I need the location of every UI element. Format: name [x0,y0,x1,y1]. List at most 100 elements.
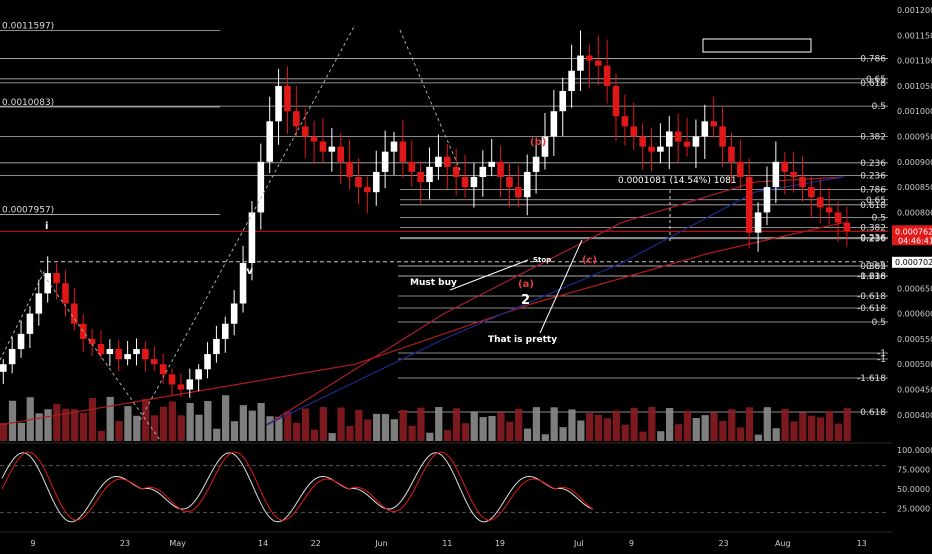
volume-bar [248,410,256,441]
volume-bar [612,410,620,441]
volume-bar [44,409,52,441]
volume-bar [97,430,105,441]
volume-bar [834,423,842,441]
volume-bar [515,408,523,441]
candle-body [133,349,140,355]
volume-bar [586,413,594,441]
volume-bar [381,414,390,441]
candle-body [435,156,442,167]
volume-bar [799,412,807,441]
price-tick-label: 0.0005000 [897,360,932,369]
annotation-stop: Stop [533,256,551,264]
volume-bar [133,415,141,441]
volume-bar [115,421,123,441]
annotation-wave-2: 2 [521,293,530,308]
time-tick-label: 9 [629,539,634,548]
candle-body [266,121,273,162]
candle-body [461,176,469,188]
volume-bar [674,424,683,441]
volume-bar [843,408,851,441]
candle-body [719,126,726,147]
marked-level-badge [892,256,932,268]
candle-body [781,161,789,172]
stoch-tick-label: 75.0000 [897,466,930,475]
volume-bar [790,421,798,441]
volume-bar [337,407,345,441]
candle-body [381,151,389,172]
candle-body [452,166,460,177]
stoch-tick-label: 25.0000 [897,505,930,514]
candle-body [319,141,327,152]
candle-body [515,187,522,198]
time-tick-label: 13 [857,539,867,548]
volume-bar [506,421,514,441]
candle-body [603,65,611,86]
stochastic-panel: 100.0000 75.0000 50.0000 25.0000 [0,446,932,523]
volume-bar [293,422,301,441]
volume-bar [816,417,825,441]
volume-bar [781,408,789,441]
volume-bar [470,411,478,441]
fib-middle-label: 0.65 [866,196,886,206]
level-label: 0.0007957) [2,206,54,216]
volume-bar [479,417,487,441]
volume-bar [435,407,443,441]
candle-body [772,161,780,188]
candle-body [577,55,584,71]
volume-bar [825,411,834,441]
candle-body [44,273,51,294]
volume-bar [35,413,43,441]
candle-body [239,263,247,304]
time-tick-label: Jul [573,539,584,548]
volume-bar [808,415,816,441]
candle-body [541,136,549,157]
fib-lower-label: -1 [877,349,886,359]
price-tick-label: 0.0012000 [897,6,932,15]
fib-lower-label: -1 [877,355,886,365]
price-tick-label: 0.0004000 [897,411,932,420]
candle-body [310,136,318,142]
volume-bar [666,407,674,441]
fib-levels: 0.7860.650.6180.50.3820.2360.2360.7860.6… [0,55,888,418]
annotation-wave-c: (c) [582,255,597,266]
annotation-arrow [449,259,529,291]
volume-bar [728,409,736,441]
candle-body [328,146,336,152]
last-price-badge [892,225,932,246]
fib-lower-label: -1.618 [857,374,886,384]
fib-upper-label: 0.5 [872,102,886,112]
annotation-must-buy: Must buy [410,278,457,288]
volume-bar [53,403,61,441]
time-tick-label: 23 [718,539,728,548]
candle-body [710,121,717,127]
candle-body [559,90,567,112]
candle-body [204,354,211,370]
price-tick-label: 0.0010500 [897,82,932,91]
time-tick-label: Aug [775,539,791,548]
candle-body [594,60,602,66]
candle-body [257,161,265,213]
candle-body [337,146,345,162]
volume-bar [523,428,532,441]
candle-body [825,207,833,213]
candle-body [586,55,593,61]
candle-body [692,136,700,147]
candle-body [275,85,282,122]
volume-bar [168,401,176,441]
candle-body [372,171,380,193]
volume-bar [559,427,567,441]
volume-bar [532,407,541,441]
volume-bar [0,423,8,441]
volume-bar [204,401,212,441]
time-tick-label: 23 [120,539,130,548]
volume-bar [328,433,336,441]
candle-body [523,171,531,198]
volume-bar [71,409,79,441]
horizontal-levels: 0.0011597) 0.0010083) 0.0007957) [0,21,892,533]
annotation-that-is-pretty: That is pretty [488,335,557,345]
candle-body [532,156,540,172]
volume-bar [577,420,585,441]
volume-bar [364,419,372,441]
